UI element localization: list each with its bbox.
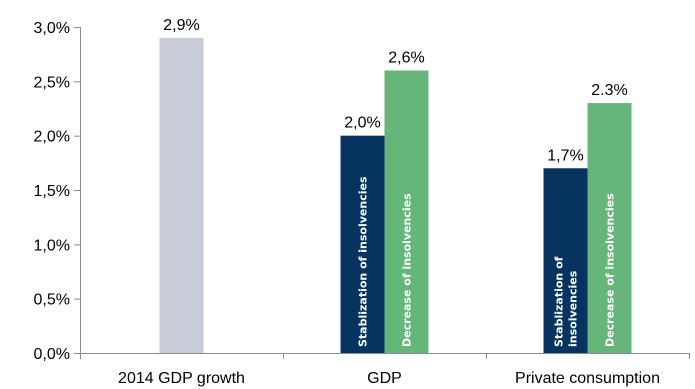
bar — [384, 70, 429, 353]
bar-value-label: 2,6% — [388, 49, 424, 66]
y-tick-label: 0,0% — [34, 346, 70, 363]
x-category-label: GDP — [367, 370, 402, 387]
x-axis-category-labels: 2014 GDP growth GDP Private consumption — [118, 370, 660, 387]
y-tick-label: 1,5% — [34, 183, 70, 200]
bar — [543, 168, 588, 353]
x-category-label: Private consumption — [515, 370, 660, 387]
y-tick-label: 1,0% — [34, 237, 70, 254]
bar-inner-label: Stablization of — [553, 256, 566, 347]
bar-value-label: 2,0% — [344, 115, 380, 132]
y-tick-label: 2,0% — [34, 129, 70, 146]
bar-value-label: 1,7% — [547, 147, 583, 164]
bar-inner-label: Decrease of insolvencies — [604, 193, 617, 347]
bar-inner-label: Decrease of insolvencies — [401, 193, 414, 347]
bar-inner-label: Stablization of insolvencies — [357, 176, 370, 347]
y-tick-label: 0,5% — [34, 292, 70, 309]
bar — [340, 135, 385, 353]
bar-value-label: 2.3% — [591, 82, 627, 99]
y-tick-label: 2,5% — [34, 74, 70, 91]
y-axis-ticks: 0,0% 0,5% 1,0% 1,5% 2,0% 2,5% 3,0% — [34, 20, 80, 363]
bar-value-label: 2,9% — [163, 17, 199, 34]
bar-inner-label: insolvencies — [567, 270, 580, 347]
bars-group: 2,9% 2,0% Stablization of insolvencies 2,6%… — [159, 17, 632, 353]
bar — [159, 37, 204, 353]
x-category-label: 2014 GDP growth — [118, 370, 245, 387]
bar — [587, 103, 632, 353]
y-tick-label: 3,0% — [34, 20, 70, 37]
